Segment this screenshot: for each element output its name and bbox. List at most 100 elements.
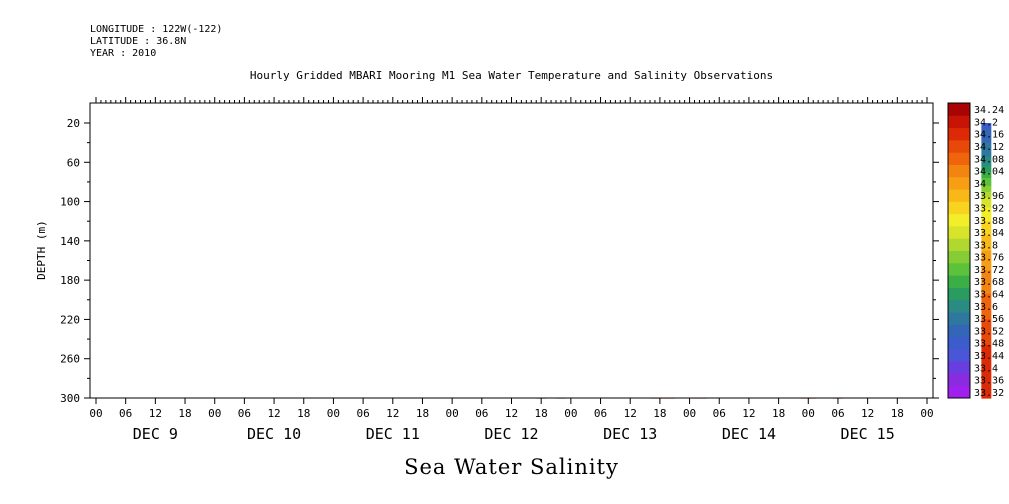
- day-label: DEC 14: [722, 425, 776, 443]
- salinity-cell: [981, 364, 992, 368]
- salinity-cell: [981, 356, 992, 360]
- x-tick-label: 18: [535, 407, 548, 420]
- colorbar-label: 33.8: [974, 240, 998, 251]
- salinity-cell: [981, 225, 992, 228]
- colorbar-swatch: [948, 275, 970, 288]
- colorbar-label: 33.6: [974, 302, 998, 313]
- day-label: DEC 15: [841, 425, 895, 443]
- salinity-cell: [981, 233, 992, 236]
- colorbar-label: 33.44: [974, 351, 1004, 362]
- colorbar-swatch: [948, 361, 970, 374]
- colorbar-label: 34.24: [974, 105, 1004, 116]
- colorbar-swatch: [948, 262, 970, 276]
- x-tick-label: 00: [683, 407, 696, 420]
- salinity-cell: [981, 164, 992, 167]
- salinity-cell: [981, 301, 992, 305]
- salinity-cell: [981, 150, 992, 154]
- colorbar-swatch: [948, 152, 970, 165]
- salinity-cell: [981, 388, 992, 391]
- salinity-cell: [981, 258, 992, 262]
- salinity-cell: [981, 343, 992, 346]
- salinity-cell: [981, 158, 992, 161]
- salinity-cell: [981, 323, 992, 326]
- salinity-cell: [981, 382, 992, 385]
- salinity-cell: [981, 313, 992, 317]
- x-tick-label: 18: [653, 407, 666, 420]
- x-tick-label: 00: [920, 407, 933, 420]
- x-tick-label: 00: [89, 407, 102, 420]
- colorbar-label: 33.32: [974, 388, 1004, 399]
- x-tick-label: 00: [327, 407, 340, 420]
- salinity-cell: [981, 213, 992, 216]
- salinity-cell: [981, 262, 992, 266]
- salinity-cell: [981, 394, 992, 397]
- colorbar-label: 34.16: [974, 130, 1004, 141]
- salinity-cell: [981, 291, 992, 295]
- x-tick-label: 12: [742, 407, 755, 420]
- colorbar-label: 34.2: [974, 117, 998, 128]
- salinity-cell: [981, 295, 992, 299]
- salinity-cell: [981, 207, 992, 211]
- y-tick-label: 220: [60, 313, 80, 326]
- x-tick-label: 12: [149, 407, 162, 420]
- salinity-cell: [981, 142, 992, 146]
- salinity-cell: [981, 132, 992, 136]
- salinity-cell: [981, 223, 992, 226]
- salinity-cell: [981, 317, 992, 321]
- salinity-cell: [981, 227, 992, 230]
- colorbar-label: 33.48: [974, 339, 1004, 350]
- salinity-cell: [981, 396, 992, 399]
- salinity-cell: [981, 193, 992, 197]
- colorbar-label: 33.56: [974, 314, 1004, 325]
- salinity-cell: [981, 180, 992, 183]
- salinity-cell: [981, 152, 992, 156]
- y-tick-label: 60: [67, 156, 80, 169]
- x-tick-label: 18: [178, 407, 191, 420]
- y-tick-label: 260: [60, 353, 80, 366]
- salinity-cell: [981, 311, 992, 315]
- chart-title: Hourly Gridded MBARI Mooring M1 Sea Wate…: [249, 69, 774, 82]
- salinity-cell: [981, 242, 992, 246]
- x-tick-label: 06: [119, 407, 132, 420]
- salinity-cell: [981, 125, 992, 128]
- y-axis-label: DEPTH (m): [35, 220, 48, 280]
- colorbar-swatch: [948, 201, 970, 215]
- colorbar-swatch: [948, 164, 970, 178]
- colorbar-label: 33.76: [974, 253, 1004, 264]
- salinity-cell: [981, 362, 992, 366]
- salinity-cell: [981, 205, 992, 209]
- salinity-cell: [981, 358, 992, 362]
- colorbar-swatch: [948, 348, 970, 362]
- salinity-cell: [981, 345, 992, 348]
- salinity-cell: [981, 366, 992, 370]
- salinity-cell: [981, 240, 992, 244]
- salinity-cell: [981, 248, 992, 252]
- salinity-cell: [981, 384, 992, 387]
- colorbar-swatch: [948, 299, 970, 313]
- colorbar-label: 33.64: [974, 290, 1004, 301]
- colorbar-label: 33.84: [974, 228, 1004, 239]
- salinity-cell: [981, 130, 992, 134]
- salinity-cell: [981, 278, 992, 281]
- colorbar-label: 33.88: [974, 216, 1004, 227]
- salinity-cell: [981, 319, 992, 322]
- salinity-cell: [981, 386, 992, 389]
- variable-title: Sea Water Salinity: [404, 455, 619, 479]
- salinity-cell: [981, 303, 992, 307]
- salinity-cell: [981, 219, 992, 222]
- salinity-cell: [981, 199, 992, 203]
- x-tick-label: 06: [356, 407, 369, 420]
- x-tick-label: 18: [297, 407, 310, 420]
- salinity-cell: [981, 203, 992, 207]
- colorbar-swatch: [948, 336, 970, 350]
- salinity-cell: [981, 176, 992, 179]
- salinity-cell: [981, 256, 992, 260]
- salinity-cell: [981, 128, 992, 132]
- salinity-cell: [981, 166, 992, 169]
- salinity-cell: [981, 378, 992, 381]
- salinity-cell: [981, 293, 992, 297]
- colorbar-label: 34.04: [974, 167, 1004, 178]
- salinity-cell: [981, 331, 992, 334]
- y-tick-label: 100: [60, 196, 80, 209]
- salinity-cell: [981, 170, 992, 173]
